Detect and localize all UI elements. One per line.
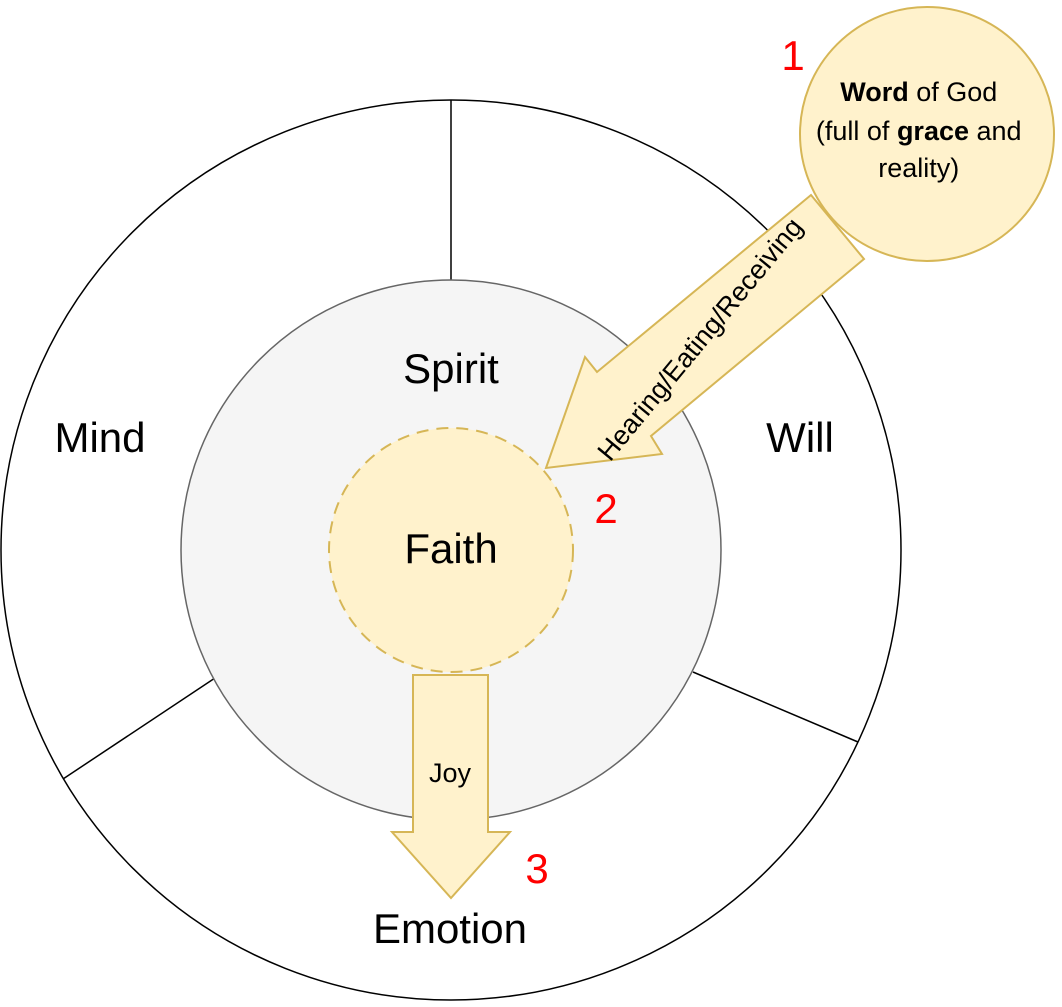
divider-lower-left [62,677,216,780]
spirit-label: Spirit [403,345,499,392]
word-of-god-line1: Word of God [788,77,1035,107]
hearing-arrow [544,193,866,470]
word-of-god-line2: (full of grace and [763,116,1059,146]
joy-arrow-label: Joy [429,758,472,788]
faith-label: Faith [404,525,497,572]
step-number-1: 1 [781,32,804,79]
faith-circle [328,427,574,673]
divider-lower-right [692,671,859,743]
word-of-god-text: Word of God (full of grace and reality) [763,0,1062,183]
word-of-god-line3: reality) [878,153,959,183]
and-text: and [969,116,1022,146]
step-number-2: 2 [594,485,617,532]
joy-arrow [389,674,513,900]
emotion-label: Emotion [373,905,527,952]
step-number-3: 3 [525,845,548,892]
will-label: Will [766,414,834,461]
word-bold: Word [840,77,909,107]
full-of-text: (full of [816,116,897,146]
word-of-god-circle [799,6,1055,262]
of-god-text: of God [909,77,998,107]
grace-bold: grace [897,116,969,146]
mind-label: Mind [54,414,145,461]
